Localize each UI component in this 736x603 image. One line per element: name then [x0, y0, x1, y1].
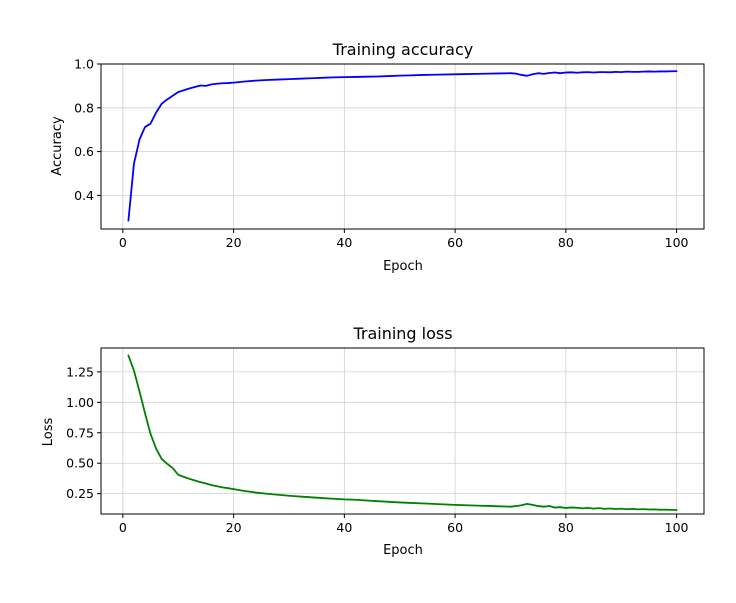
loss-xtick-label: 100 — [665, 520, 689, 535]
accuracy-ytick-label: 0.6 — [74, 144, 94, 159]
accuracy-xtick-label: 40 — [336, 235, 352, 250]
loss-ytick-label: 1.25 — [66, 364, 94, 379]
loss-title: Training loss — [352, 324, 452, 343]
loss-xtick-label: 40 — [336, 520, 352, 535]
accuracy-title: Training accuracy — [332, 40, 473, 59]
loss-xlabel: Epoch — [383, 543, 423, 558]
accuracy-axes-frame — [100, 63, 705, 230]
accuracy-ylabel: Accuracy — [50, 116, 65, 176]
loss-ytick-label: 0.75 — [66, 425, 94, 440]
loss-panel: Training loss Epoch Loss 0 20 40 60 80 100 0.2… — [41, 324, 705, 558]
accuracy-ytick-label: 1.0 — [74, 57, 94, 72]
accuracy-ytick-label: 0.8 — [74, 100, 94, 115]
loss-xtick-label: 80 — [558, 520, 574, 535]
loss-xtick-label: 60 — [447, 520, 463, 535]
loss-series-line — [127, 354, 678, 511]
loss-xtick-label: 20 — [226, 520, 242, 535]
loss-ytick-label: 1.00 — [66, 395, 94, 410]
accuracy-xlabel: Epoch — [383, 259, 423, 274]
loss-axes-frame — [100, 347, 705, 515]
accuracy-series-line — [127, 70, 678, 222]
loss-ytick-label: 0.25 — [66, 486, 94, 501]
accuracy-panel: Training accuracy Epoch Accuracy 0 20 40 60… — [50, 40, 705, 274]
accuracy-xtick-label: 60 — [447, 235, 463, 250]
accuracy-ytick-label: 0.4 — [74, 188, 94, 203]
accuracy-xtick-label: 20 — [226, 235, 242, 250]
loss-grid — [101, 348, 704, 514]
loss-xtick-label: 0 — [119, 520, 127, 535]
accuracy-xtick-label: 100 — [665, 235, 689, 250]
loss-ylabel: Loss — [41, 418, 56, 447]
accuracy-xtick-label: 0 — [119, 235, 127, 250]
loss-ytick-label: 0.50 — [66, 456, 94, 471]
accuracy-xtick-label: 80 — [558, 235, 574, 250]
